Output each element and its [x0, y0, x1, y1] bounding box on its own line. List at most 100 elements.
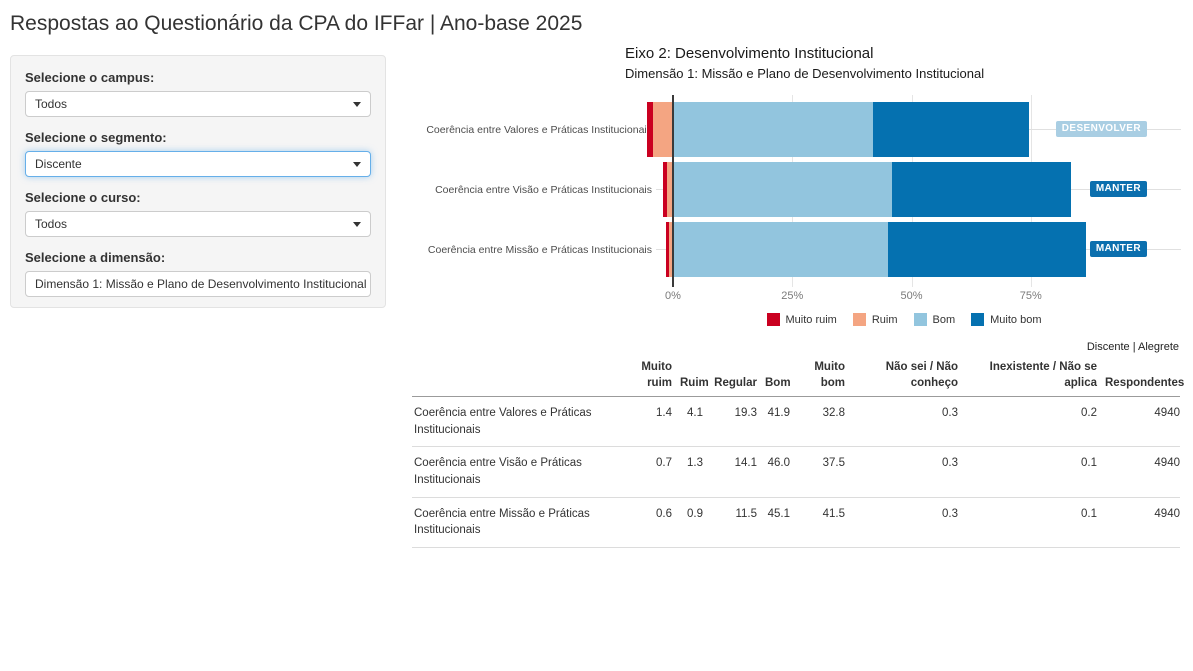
legend-item: Muito bom	[971, 313, 1042, 326]
x-tick-label: 0%	[665, 290, 681, 302]
value-cell: 0.9	[672, 497, 703, 549]
legend-item: Ruim	[852, 313, 898, 326]
zero-axis-line	[672, 95, 674, 287]
chevron-down-icon	[353, 161, 361, 167]
column-header: Muito bom	[790, 360, 845, 398]
bar-segment-bom	[673, 102, 873, 157]
status-badge-desenvolver: DESENVOLVER	[1055, 121, 1147, 137]
filter-group-dimensao: Selecione a dimensão: Dimensão 1: Missão …	[25, 250, 371, 297]
column-header: Não sei / Não conheço	[845, 360, 958, 398]
row-label-cell: Coerência entre Valores e Práticas Insti…	[412, 396, 617, 448]
value-cell: 4940	[1097, 396, 1180, 448]
value-cell: 41.5	[790, 497, 845, 549]
filter-sidebar: Selecione o campus: Todos Selecione o segm…	[10, 55, 386, 308]
select-dimensao[interactable]: Dimensão 1: Missão e Plano de Desenvolvi…	[25, 271, 371, 297]
select-campus[interactable]: Todos	[25, 91, 371, 117]
chevron-down-icon	[353, 101, 361, 107]
value-cell: 4940	[1097, 446, 1180, 498]
x-tick-label: 50%	[900, 290, 923, 302]
value-cell: 37.5	[790, 446, 845, 498]
legend-swatch-icon	[766, 313, 780, 326]
legend-swatch-icon	[852, 313, 866, 326]
filter-group-curso: Selecione o curso: Todos	[25, 190, 371, 237]
filter-label-campus: Selecione o campus:	[25, 70, 155, 85]
column-header	[412, 360, 617, 398]
bar-segment-ruim	[653, 102, 673, 157]
bar-segment-muito-bom	[892, 162, 1072, 217]
chart-row: Coerência entre Valores e Práticas Insti…	[412, 102, 1193, 157]
page-title: Respostas ao Questionário da CPA do IFFa…	[10, 12, 583, 35]
category-label: Coerência entre Missão e Práticas Instit…	[427, 243, 652, 256]
value-cell: 32.8	[790, 396, 845, 448]
legend-swatch-icon	[971, 313, 985, 326]
column-header: Bom	[757, 360, 791, 398]
value-cell: 0.6	[617, 497, 672, 549]
bar-segment-muito-ruim	[663, 162, 667, 217]
segment-campus-annotation: Discente | Alegrete	[1086, 341, 1179, 353]
value-cell: 11.5	[703, 497, 757, 549]
value-cell: 4940	[1097, 497, 1180, 549]
table-row: Coerência entre Missão e Práticas Instit…	[412, 497, 1180, 549]
x-tick-label: 75%	[1019, 290, 1042, 302]
select-segmento[interactable]: Discente	[25, 151, 371, 177]
chart-title: Eixo 2: Desenvolvimento Institucional	[625, 45, 874, 62]
status-badge-manter: MANTER	[1089, 181, 1147, 197]
filter-label-curso: Selecione o curso:	[25, 190, 141, 205]
chart-row: Coerência entre Visão e Práticas Institu…	[412, 162, 1193, 217]
bar-segment-ruim	[666, 162, 673, 217]
column-header: Inexistente / Não se aplica	[958, 360, 1097, 398]
category-label: Coerência entre Visão e Práticas Institu…	[435, 183, 652, 196]
legend-label: Muito ruim	[785, 313, 837, 326]
select-curso[interactable]: Todos	[25, 211, 371, 237]
bar-segment-muito-bom	[872, 102, 1030, 157]
bar-segment-bom	[673, 162, 893, 217]
row-label-cell: Coerência entre Visão e Práticas Institu…	[412, 446, 617, 498]
select-segmento-value: Discente	[35, 157, 82, 171]
value-cell: 14.1	[703, 446, 757, 498]
legend-label: Ruim	[871, 313, 898, 326]
x-tick-label: 25%	[781, 290, 804, 302]
value-cell: 45.1	[757, 497, 790, 549]
value-cell: 0.2	[958, 396, 1097, 448]
chart-row: Coerência entre Missão e Práticas Instit…	[412, 222, 1193, 277]
bar-segment-ruim	[668, 222, 673, 277]
column-header: Regular	[703, 360, 757, 398]
value-cell: 41.9	[757, 396, 790, 448]
likert-chart: Eixo 2: Desenvolvimento Institucional Di…	[412, 40, 1193, 350]
chart-legend: Muito ruim Ruim Bom Muito bom	[673, 313, 1135, 326]
value-cell: 46.0	[757, 446, 790, 498]
value-cell: 1.3	[672, 446, 703, 498]
legend-item: Bom	[913, 313, 956, 326]
select-dimensao-value: Dimensão 1: Missão e Plano de Desenvolvi…	[35, 277, 367, 291]
table-row: Coerência entre Visão e Práticas Institu…	[412, 446, 1180, 498]
results-table: Muito ruim Ruim Regular Bom Muito bom Não sei…	[412, 360, 1184, 549]
chart-subtitle: Dimensão 1: Missão e Plano de Desenvolvi…	[625, 66, 985, 81]
value-cell: 0.1	[958, 446, 1097, 498]
column-header: Ruim	[672, 360, 709, 398]
column-header: Respondentes	[1097, 360, 1184, 398]
status-badge-manter: MANTER	[1089, 241, 1147, 257]
table-header-row: Muito ruim Ruim Regular Bom Muito bom Não sei…	[412, 360, 1184, 398]
value-cell: 0.1	[958, 497, 1097, 549]
select-curso-value: Todos	[35, 217, 68, 231]
bar-segment-muito-ruim	[665, 222, 669, 277]
bar-segment-bom	[673, 222, 889, 277]
select-campus-value: Todos	[35, 97, 68, 111]
filter-label-segmento: Selecione o segmento:	[25, 130, 167, 145]
legend-swatch-icon	[913, 313, 927, 326]
filter-group-campus: Selecione o campus: Todos	[25, 70, 371, 117]
value-cell: 19.3	[703, 396, 757, 448]
chevron-down-icon	[353, 221, 361, 227]
filter-label-dimensao: Selecione a dimensão:	[25, 250, 166, 265]
legend-label: Muito bom	[990, 313, 1042, 326]
legend-label: Bom	[932, 313, 956, 326]
legend-item: Muito ruim	[766, 313, 837, 326]
category-label: Coerência entre Valores e Práticas Insti…	[426, 123, 652, 136]
value-cell: 0.7	[617, 446, 672, 498]
value-cell: 1.4	[617, 396, 672, 448]
value-cell: 0.3	[845, 396, 958, 448]
value-cell: 0.3	[845, 446, 958, 498]
value-cell: 4.1	[672, 396, 703, 448]
bar-segment-muito-ruim	[646, 102, 654, 157]
value-cell: 0.3	[845, 497, 958, 549]
